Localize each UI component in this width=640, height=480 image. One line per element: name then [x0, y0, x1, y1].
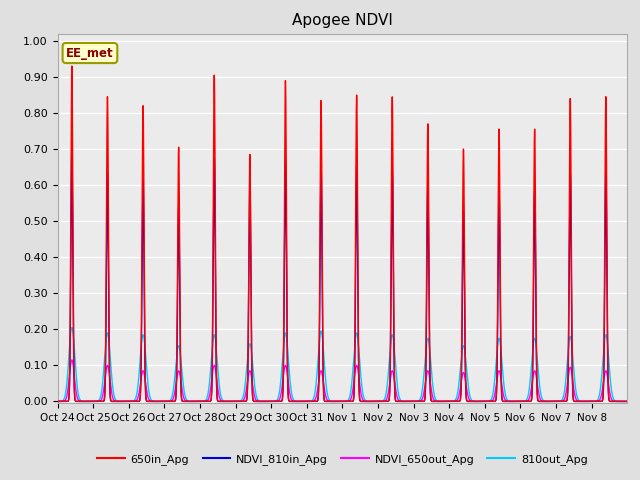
- Text: EE_met: EE_met: [66, 47, 114, 60]
- Legend: 650in_Apg, NDVI_810in_Apg, NDVI_650out_Apg, 810out_Apg: 650in_Apg, NDVI_810in_Apg, NDVI_650out_A…: [93, 449, 592, 469]
- Title: Apogee NDVI: Apogee NDVI: [292, 13, 393, 28]
